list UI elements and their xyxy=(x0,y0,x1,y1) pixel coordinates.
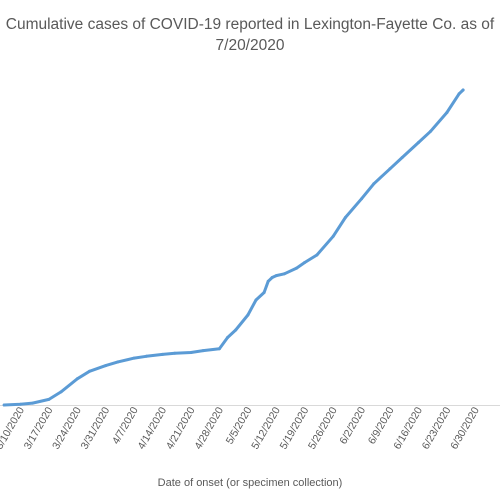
data-point xyxy=(445,111,449,114)
data-point xyxy=(254,298,258,302)
data-point xyxy=(262,291,266,294)
data-point xyxy=(295,266,299,270)
x-tick-label: 6/9/2020 xyxy=(366,405,397,447)
data-point xyxy=(343,216,347,219)
data-point xyxy=(88,369,91,373)
data-point xyxy=(217,347,221,351)
x-tick-label: 5/26/2020 xyxy=(306,405,340,452)
data-point xyxy=(132,356,136,360)
x-tick-label: 4/7/2020 xyxy=(110,405,141,447)
chart-title-line-2: 7/20/2020 xyxy=(215,37,285,54)
data-point xyxy=(234,328,238,332)
data-point xyxy=(173,351,177,355)
data-point xyxy=(303,261,307,264)
x-tick-label: 6/2/2020 xyxy=(337,405,368,447)
data-point xyxy=(266,279,270,283)
data-point xyxy=(59,390,63,394)
data-point xyxy=(417,141,420,144)
data-point xyxy=(461,88,465,92)
data-point xyxy=(31,401,35,405)
data-point xyxy=(47,397,51,401)
data-point xyxy=(270,276,274,279)
data-point xyxy=(246,313,250,317)
x-tick-label: 5/5/2020 xyxy=(224,405,255,447)
data-point xyxy=(201,349,205,353)
data-point xyxy=(282,272,286,276)
series-group xyxy=(2,88,465,407)
data-point xyxy=(315,253,319,257)
data-point xyxy=(331,234,335,238)
series-line xyxy=(2,88,465,407)
data-point xyxy=(274,274,278,278)
data-point xyxy=(400,156,404,159)
data-point xyxy=(18,402,22,406)
x-axis: 3/10/20203/17/20203/24/20203/31/20204/7/… xyxy=(0,405,500,452)
data-point xyxy=(372,182,376,186)
data-point xyxy=(429,129,433,133)
data-point xyxy=(144,354,148,358)
data-point xyxy=(161,352,165,356)
data-point xyxy=(116,360,120,364)
x-tick-label: 3/31/2020 xyxy=(79,405,113,452)
chart-title: Cumulative cases of COVID-19 reported in… xyxy=(0,14,500,56)
x-tick-label: 6/30/2020 xyxy=(448,405,482,452)
x-axis-title: Date of onset (or specimen collection) xyxy=(157,477,343,489)
data-point xyxy=(104,364,108,368)
data-point xyxy=(360,197,364,201)
data-point xyxy=(457,92,461,96)
data-point xyxy=(388,167,392,171)
data-point xyxy=(189,351,193,354)
x-tick-label: 4/28/2020 xyxy=(192,405,226,452)
data-point xyxy=(226,336,230,339)
data-point xyxy=(2,403,6,407)
data-point xyxy=(75,377,79,381)
chart-title-line-1: Cumulative cases of COVID-19 reported in… xyxy=(5,16,495,33)
